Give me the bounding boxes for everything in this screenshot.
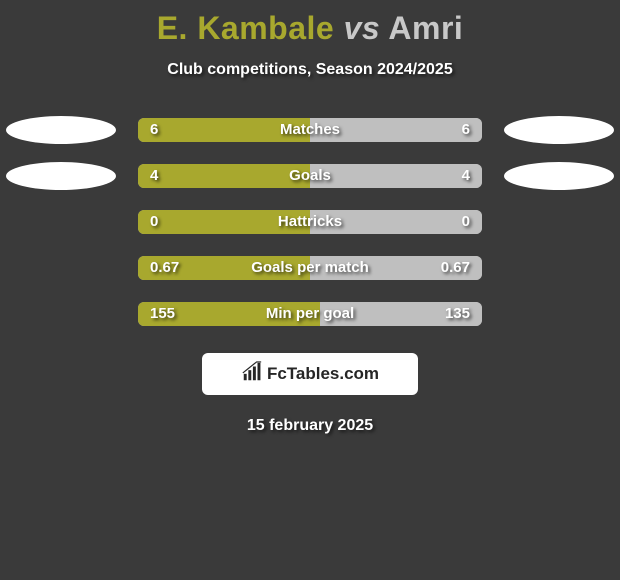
- stat-value-right: 0.67: [441, 256, 470, 280]
- stat-value-left: 4: [150, 164, 158, 188]
- stat-value-right: 0: [462, 210, 470, 234]
- stat-value-left: 6: [150, 118, 158, 142]
- stat-row: Hattricks0 0: [0, 199, 620, 245]
- player2-marker: [504, 116, 614, 144]
- title-player1: E. Kambale: [157, 10, 335, 46]
- logo-text: FcTables.com: [267, 364, 379, 384]
- player2-marker: [504, 162, 614, 190]
- stats-area: Matches6 6 Goals4 4 Hattricks0 0 Goals per mat…: [0, 107, 620, 337]
- stat-value-left: 0: [150, 210, 158, 234]
- subtitle: Club competitions, Season 2024/2025: [0, 61, 620, 79]
- player1-marker: [6, 162, 116, 190]
- stat-label: Hattricks: [138, 210, 482, 234]
- stat-row: Matches6 6: [0, 107, 620, 153]
- comparison-infographic: E. Kambale vs Amri Club competitions, Se…: [0, 0, 620, 580]
- stat-label: Min per goal: [138, 302, 482, 326]
- stat-value-left: 155: [150, 302, 175, 326]
- logo-box: FcTables.com: [202, 353, 418, 395]
- stat-value-right: 6: [462, 118, 470, 142]
- stat-row: Min per goal155 135: [0, 291, 620, 337]
- date: 15 february 2025: [0, 417, 620, 435]
- stat-value-right: 4: [462, 164, 470, 188]
- title-vs: vs: [344, 10, 381, 46]
- page-title: E. Kambale vs Amri: [0, 0, 620, 47]
- stat-label: Goals per match: [138, 256, 482, 280]
- stat-value-left: 0.67: [150, 256, 179, 280]
- player1-marker: [6, 116, 116, 144]
- stat-label: Matches: [138, 118, 482, 142]
- bar-chart-icon: [241, 361, 263, 388]
- stat-label: Goals: [138, 164, 482, 188]
- stat-value-right: 135: [445, 302, 470, 326]
- stat-row: Goals4 4: [0, 153, 620, 199]
- stat-row: Goals per match0.67 0.67: [0, 245, 620, 291]
- title-player2: Amri: [388, 10, 463, 46]
